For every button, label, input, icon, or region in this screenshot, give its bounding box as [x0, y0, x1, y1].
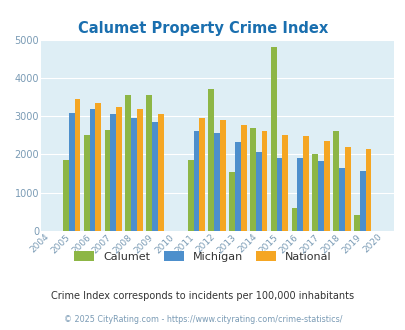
Bar [214, 133, 220, 231]
Bar [323, 141, 329, 231]
Bar [359, 171, 364, 231]
Bar [291, 208, 297, 231]
Text: © 2025 CityRating.com - https://www.cityrating.com/crime-statistics/: © 2025 CityRating.com - https://www.city… [64, 315, 341, 324]
Bar [276, 157, 282, 231]
Text: Calumet Property Crime Index: Calumet Property Crime Index [78, 21, 327, 36]
Bar [364, 149, 371, 231]
Legend: Calumet, Michigan, National: Calumet, Michigan, National [70, 247, 335, 267]
Bar [353, 214, 359, 231]
Bar [146, 95, 151, 231]
Bar [208, 89, 214, 231]
Bar [69, 113, 75, 231]
Bar [187, 160, 193, 231]
Bar [234, 142, 240, 231]
Bar [255, 152, 261, 231]
Bar [151, 122, 158, 231]
Bar [193, 131, 199, 231]
Bar [344, 147, 350, 231]
Bar [311, 154, 318, 231]
Bar [240, 125, 246, 231]
Bar [282, 135, 288, 231]
Bar [333, 131, 338, 231]
Bar [261, 131, 267, 231]
Bar [125, 95, 131, 231]
Bar [199, 118, 205, 231]
Bar [110, 114, 116, 231]
Bar [131, 118, 136, 231]
Bar [229, 172, 234, 231]
Bar [318, 161, 323, 231]
Bar [75, 99, 80, 231]
Bar [83, 135, 90, 231]
Bar [303, 136, 308, 231]
Text: Crime Index corresponds to incidents per 100,000 inhabitants: Crime Index corresponds to incidents per… [51, 291, 354, 301]
Bar [95, 103, 101, 231]
Bar [104, 130, 110, 231]
Bar [158, 114, 163, 231]
Bar [270, 47, 276, 231]
Bar [249, 128, 255, 231]
Bar [297, 157, 303, 231]
Bar [90, 109, 95, 231]
Bar [116, 107, 122, 231]
Bar [338, 168, 344, 231]
Bar [220, 120, 225, 231]
Bar [63, 160, 69, 231]
Bar [136, 109, 143, 231]
